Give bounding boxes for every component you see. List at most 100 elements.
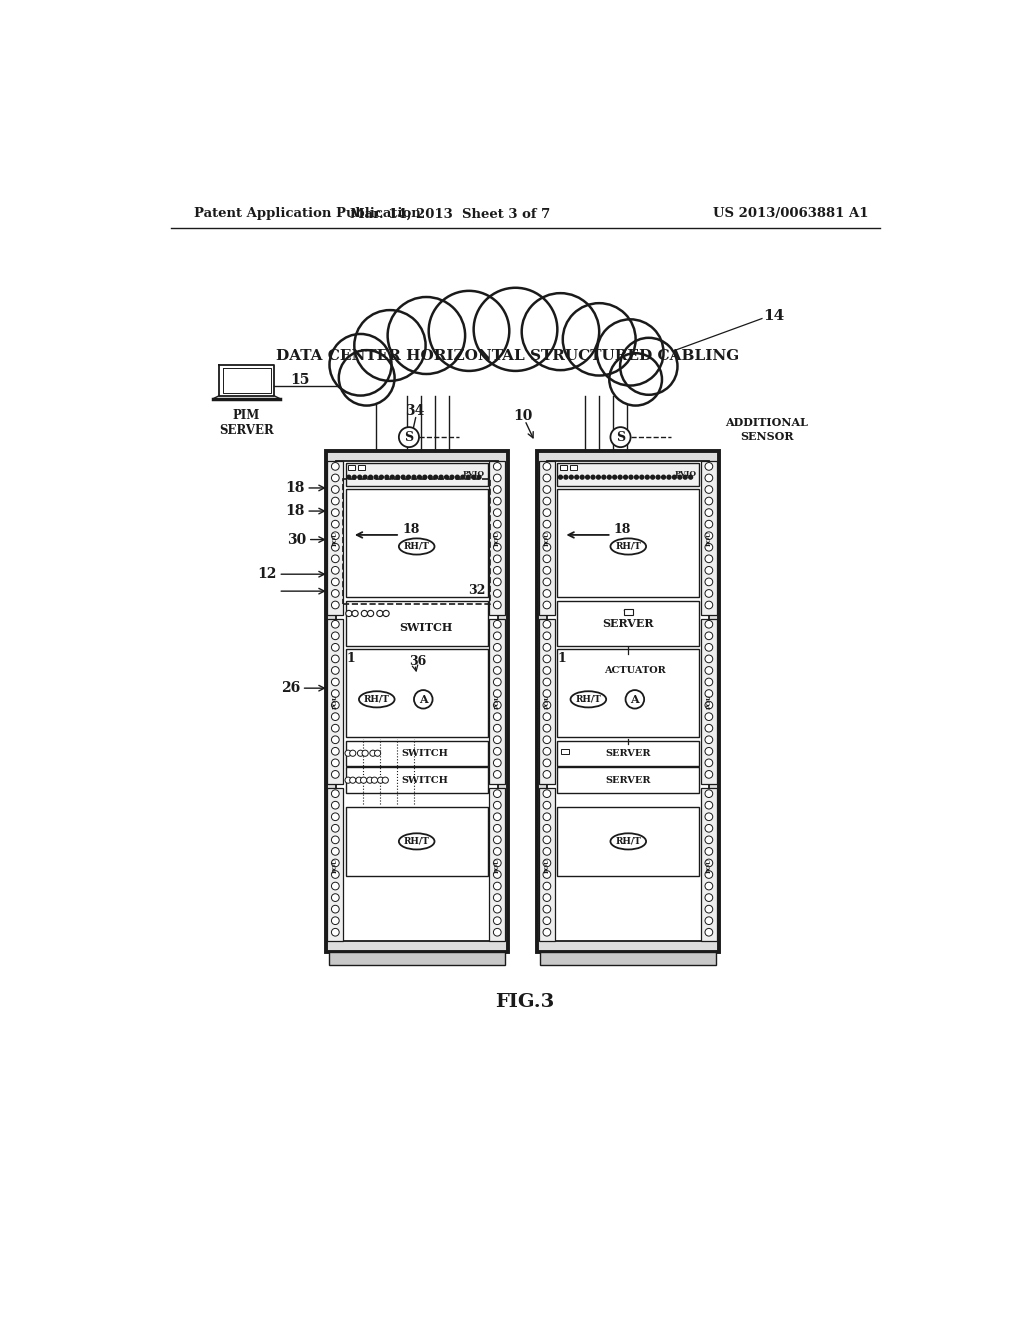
Circle shape <box>543 498 551 506</box>
Text: 18: 18 <box>402 524 420 536</box>
Bar <box>328 461 343 615</box>
Text: 30: 30 <box>287 532 306 546</box>
Circle shape <box>543 655 551 663</box>
Circle shape <box>543 928 551 936</box>
Circle shape <box>345 777 351 783</box>
Circle shape <box>543 759 551 767</box>
Circle shape <box>543 871 551 878</box>
Circle shape <box>494 882 501 890</box>
Bar <box>557 649 699 738</box>
Circle shape <box>705 689 713 697</box>
Text: DATA CENTER HORIZONTAL STRUCTURED CABLING: DATA CENTER HORIZONTAL STRUCTURED CABLIN… <box>276 350 739 363</box>
Circle shape <box>494 813 501 821</box>
Text: 1: 1 <box>346 652 354 665</box>
Circle shape <box>332 882 339 890</box>
Circle shape <box>494 859 501 867</box>
Circle shape <box>543 917 551 924</box>
Bar <box>539 461 555 615</box>
Circle shape <box>705 590 713 597</box>
Circle shape <box>368 610 374 616</box>
Circle shape <box>705 801 713 809</box>
Circle shape <box>609 354 662 405</box>
Text: POU: POU <box>495 694 500 709</box>
Circle shape <box>626 690 644 709</box>
Circle shape <box>678 475 682 479</box>
Ellipse shape <box>610 539 646 554</box>
Text: 14: 14 <box>764 309 784 323</box>
Text: PVIO: PVIO <box>674 470 696 478</box>
Text: POU: POU <box>333 694 338 709</box>
Circle shape <box>705 520 713 528</box>
Circle shape <box>332 701 339 709</box>
Circle shape <box>364 475 367 479</box>
Circle shape <box>602 475 606 479</box>
Circle shape <box>494 544 501 552</box>
Circle shape <box>494 737 501 743</box>
Circle shape <box>461 475 465 479</box>
Circle shape <box>494 644 501 651</box>
Circle shape <box>429 290 509 371</box>
Circle shape <box>332 644 339 651</box>
Circle shape <box>494 601 501 609</box>
Bar <box>346 649 487 738</box>
Circle shape <box>332 813 339 821</box>
Circle shape <box>494 928 501 936</box>
Circle shape <box>543 667 551 675</box>
Circle shape <box>543 801 551 809</box>
Circle shape <box>705 759 713 767</box>
Text: RH/T: RH/T <box>575 694 601 704</box>
Circle shape <box>332 601 339 609</box>
Circle shape <box>332 474 339 482</box>
Circle shape <box>621 338 678 395</box>
Text: 32: 32 <box>468 583 485 597</box>
Circle shape <box>656 475 660 479</box>
Circle shape <box>543 737 551 743</box>
Circle shape <box>332 590 339 597</box>
Bar <box>348 465 355 470</box>
Circle shape <box>354 310 426 381</box>
Circle shape <box>494 847 501 855</box>
Circle shape <box>543 620 551 628</box>
Circle shape <box>591 475 595 479</box>
Bar <box>326 451 508 952</box>
Circle shape <box>372 777 378 783</box>
Bar <box>489 788 506 941</box>
Circle shape <box>390 475 394 479</box>
Circle shape <box>370 750 376 756</box>
Bar <box>346 488 487 597</box>
Circle shape <box>543 836 551 843</box>
Bar <box>336 461 498 941</box>
Text: RH/T: RH/T <box>615 543 641 550</box>
Circle shape <box>705 906 713 913</box>
Circle shape <box>705 632 713 640</box>
Circle shape <box>339 350 394 405</box>
Circle shape <box>494 508 501 516</box>
Circle shape <box>543 725 551 733</box>
Bar <box>557 601 699 645</box>
Circle shape <box>428 475 432 479</box>
Circle shape <box>388 297 465 374</box>
Bar <box>489 461 506 615</box>
Circle shape <box>382 777 388 783</box>
Text: 18: 18 <box>614 524 632 536</box>
Circle shape <box>624 475 628 479</box>
Text: SWITCH: SWITCH <box>401 776 447 784</box>
Text: S: S <box>404 430 414 444</box>
Circle shape <box>330 334 391 396</box>
Circle shape <box>332 566 339 574</box>
Ellipse shape <box>399 833 434 850</box>
Circle shape <box>362 750 369 756</box>
Bar <box>328 619 343 784</box>
Text: 1: 1 <box>558 652 566 665</box>
Circle shape <box>332 871 339 878</box>
Circle shape <box>705 771 713 779</box>
Circle shape <box>399 428 419 447</box>
Circle shape <box>543 566 551 574</box>
Circle shape <box>683 475 687 479</box>
Text: SERVER: SERVER <box>602 618 654 630</box>
Circle shape <box>705 871 713 878</box>
Circle shape <box>543 678 551 686</box>
Circle shape <box>414 690 432 709</box>
Circle shape <box>543 713 551 721</box>
Circle shape <box>494 554 501 562</box>
